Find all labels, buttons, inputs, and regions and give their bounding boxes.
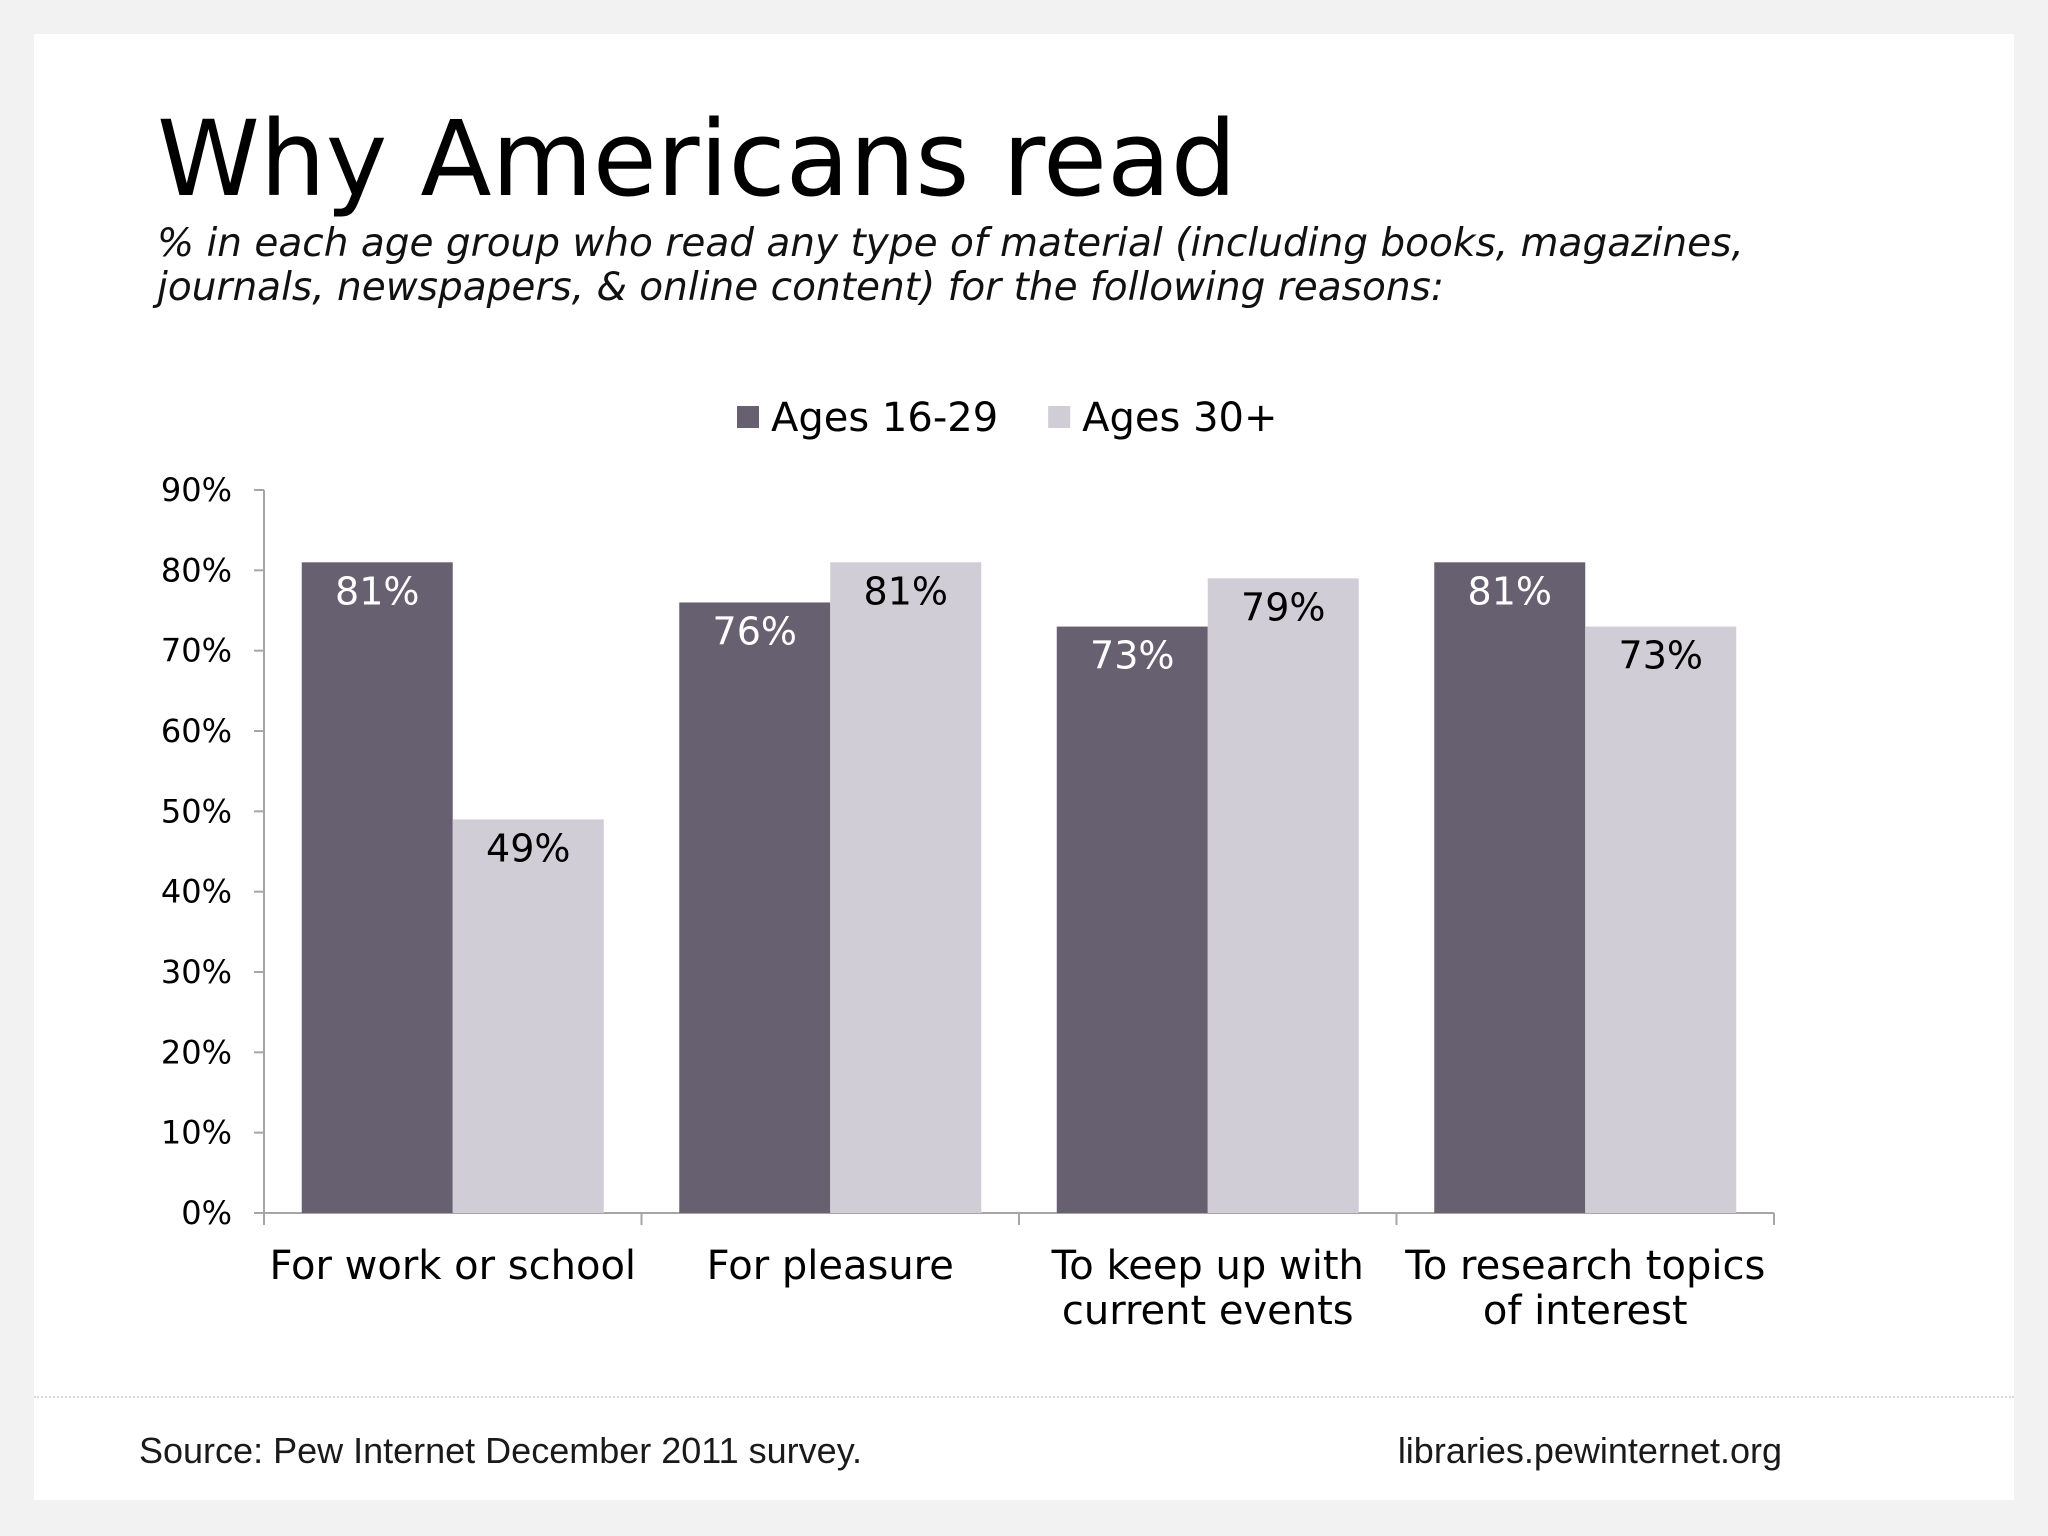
data-label: 79% <box>1241 585 1325 629</box>
x-category-label: For work or school <box>269 1243 636 1289</box>
legend-swatch-2 <box>1048 406 1071 428</box>
y-tick-label: 80% <box>161 551 232 589</box>
y-tick-label: 40% <box>161 873 232 911</box>
subtitle-line-1: % in each age group who read any type of… <box>157 221 1744 266</box>
data-label: 73% <box>1090 634 1174 678</box>
bar <box>452 819 604 1213</box>
legend-swatch-1 <box>737 406 759 428</box>
bar <box>1585 626 1737 1213</box>
source-note: Source: Pew Internet December 2011 surve… <box>139 1430 863 1471</box>
bar <box>301 562 453 1213</box>
y-tick-label: 60% <box>161 712 232 750</box>
y-tick-label: 50% <box>161 792 232 830</box>
footer-divider <box>34 1396 2014 1398</box>
y-tick-label: 70% <box>161 632 232 670</box>
bar <box>1207 578 1359 1213</box>
data-label: 49% <box>486 826 570 870</box>
legend-label-2: Ages 30+ <box>1082 395 1277 441</box>
site-url: libraries.pewinternet.org <box>1397 1430 1782 1471</box>
x-category-label: To keep up with <box>1051 1243 1364 1289</box>
data-label: 81% <box>335 569 419 613</box>
bar <box>1056 626 1208 1213</box>
y-tick-label: 30% <box>161 953 232 991</box>
data-label: 76% <box>713 609 797 653</box>
y-tick-label: 20% <box>161 1033 232 1071</box>
data-label: 73% <box>1619 634 1703 678</box>
x-category-label: To research topics <box>1404 1243 1765 1289</box>
x-category-label: of interest <box>1483 1288 1688 1334</box>
bar <box>1434 562 1586 1213</box>
chart-title: Why Americans read <box>157 98 1237 220</box>
y-tick-label: 90% <box>161 471 232 509</box>
subtitle-line-2: journals, newspapers, & online content) … <box>157 265 1445 310</box>
y-tick-label: 0% <box>181 1194 232 1232</box>
y-tick-label: 10% <box>161 1114 232 1152</box>
bar <box>830 562 982 1213</box>
legend-label-1: Ages 16-29 <box>771 395 998 441</box>
bar <box>679 602 831 1213</box>
x-category-label: For pleasure <box>707 1243 954 1289</box>
data-label: 81% <box>1468 569 1552 613</box>
data-label: 81% <box>864 569 948 613</box>
chart-subtitle: % in each age group who read any type of… <box>157 222 1744 310</box>
x-category-label: current events <box>1062 1288 1354 1334</box>
